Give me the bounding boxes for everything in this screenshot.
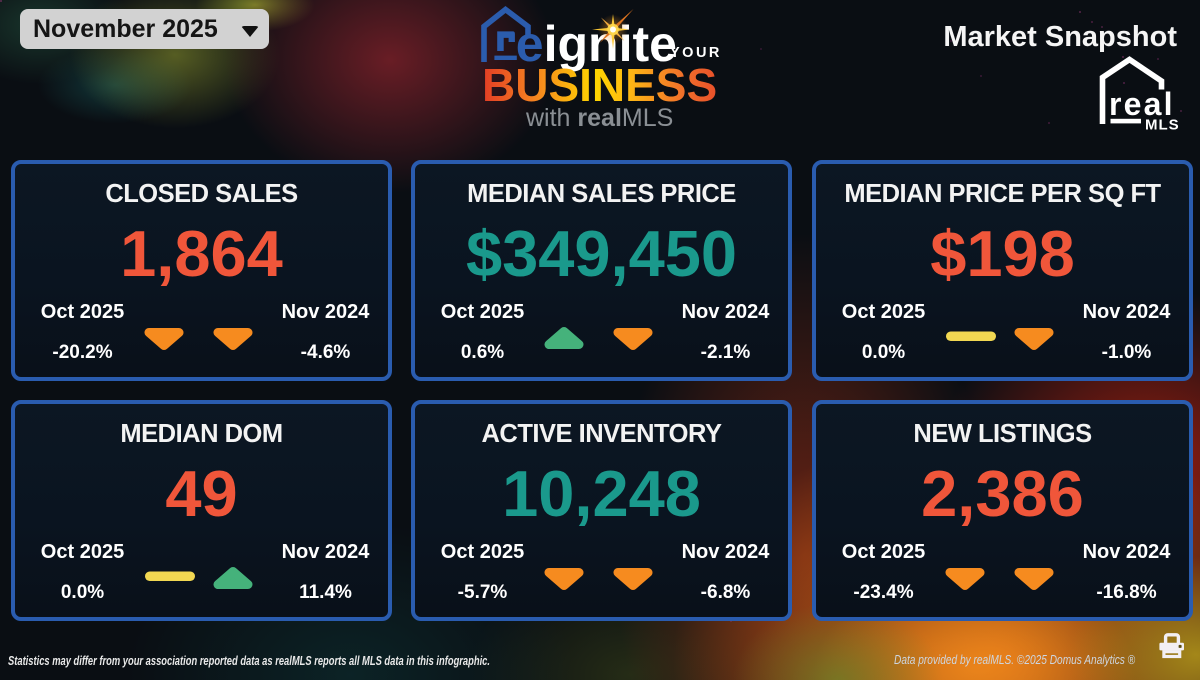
svg-text:MLS: MLS: [1145, 117, 1180, 134]
svg-text:with realMLS: with realMLS: [525, 104, 673, 132]
svg-text:real: real: [1109, 86, 1175, 122]
svg-text:YOUR: YOUR: [670, 45, 722, 61]
svg-text:BUSINESS: BUSINESS: [482, 59, 717, 111]
